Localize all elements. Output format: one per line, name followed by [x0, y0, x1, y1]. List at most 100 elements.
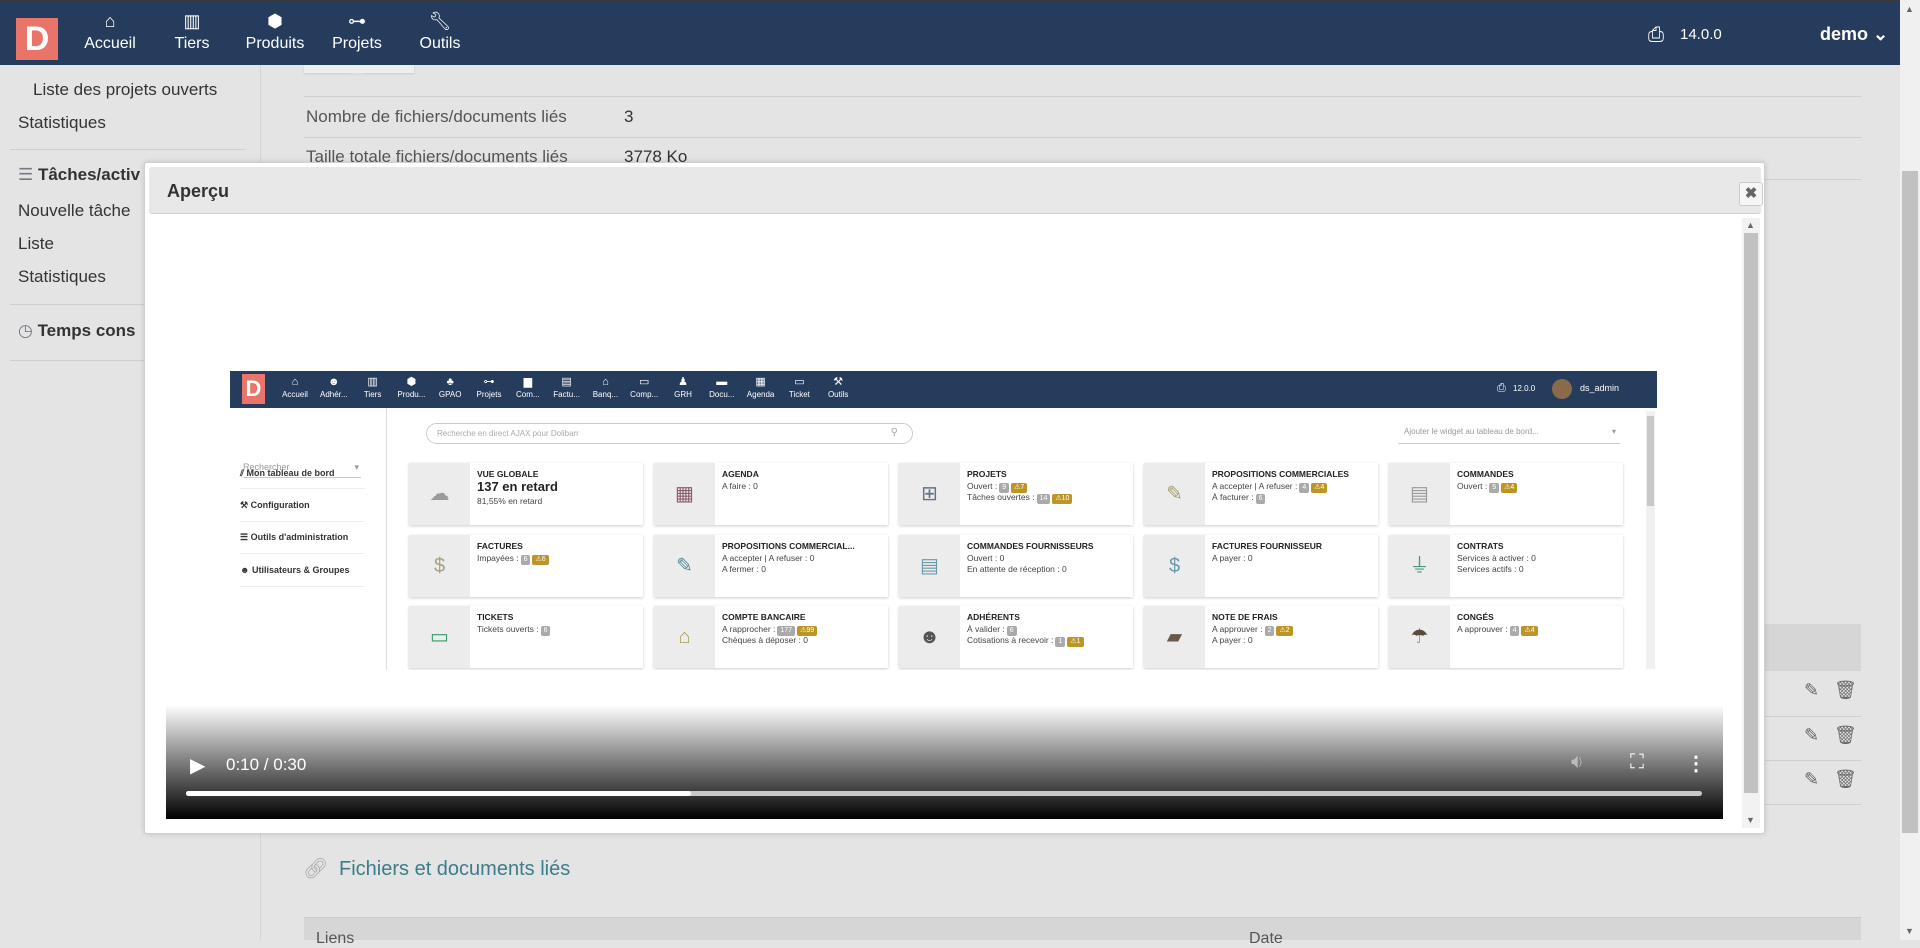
warning-badge: ⚠10 [1052, 494, 1073, 504]
trash-icon[interactable]: 🗑︎ [1834, 725, 1857, 745]
play-icon[interactable]: ▶ [190, 755, 206, 777]
dashboard-card: ▰ NOTE DE FRAIS A approuver :2 ⚠2 A payer : … [1144, 606, 1378, 668]
sidebar-item-open-projects[interactable]: Liste des projets ouverts [33, 80, 218, 99]
more-options-icon[interactable]: ⋮ [1686, 753, 1706, 775]
scroll-up-arrow[interactable]: ▲ [1905, 4, 1914, 14]
scroll-up-arrow[interactable]: ▲ [1746, 220, 1755, 230]
frame-nav-label: GPAO [438, 390, 462, 399]
frame-nav-icon: ▬ [716, 376, 728, 388]
count-badge: 9 [999, 483, 1010, 493]
card-icon: $ [409, 534, 470, 597]
placeholder: Ajouter le widget au tableau de bord... [1404, 427, 1539, 436]
linked-files-title: Fichiers et documents liés [339, 858, 571, 880]
sidebar-heading-tasks[interactable]: ☰ Tâches/activ [18, 165, 140, 185]
card-title: COMMANDES [1457, 469, 1514, 479]
video-player[interactable]: D ⌂ Accueil ☻ Adhér... ▥ Tiers ⬢ Produ... ♣ GPAO ⊶… [166, 225, 1723, 819]
sidebar-heading-time[interactable]: ◷ Temps cons [18, 321, 136, 341]
dialog-scrollbar-thumb[interactable] [1744, 233, 1758, 793]
frame-user: ds_admin [1580, 383, 1620, 393]
divider [1765, 804, 1861, 805]
frame-menu-admin-tools: ☰ Outils d'administration [240, 532, 348, 543]
field-value-total-size: 3778 Ko [624, 147, 688, 166]
fullscreen-icon[interactable]: ⛶ [1630, 751, 1644, 773]
nav-tiers[interactable]: ▥ Tiers [152, 8, 232, 54]
sidebar-item-statistics[interactable]: Statistiques [18, 113, 106, 132]
dolibarr-logo[interactable]: D [16, 18, 58, 60]
frame-nav-icon: ▭ [794, 376, 805, 388]
nav-projets[interactable]: ⊶ Projets [317, 8, 397, 74]
pencil-icon[interactable]: ✎ [1804, 725, 1820, 745]
warning-badge: ⚠4 [1501, 483, 1518, 493]
card-line: En attente de réception : 0 [967, 564, 1067, 574]
dashboard-card: ✎ PROPOSITIONS COMMERCIAL... A accepter | … [654, 534, 888, 597]
wrench-icon: ⚒ [240, 500, 251, 510]
video-progress-bar[interactable] [186, 791, 1702, 796]
card-line: A approuver :4 ⚠4 [1457, 624, 1538, 636]
frame-nav-label: Outils [827, 390, 849, 399]
frame-nav-icon: ▦ [755, 376, 766, 388]
linked-files-table-header: Liens Date [304, 917, 1861, 947]
frame-nav-item: ▬ Docu... [703, 374, 741, 399]
warning-badge: ⚠4 [1521, 626, 1538, 636]
pencil-icon[interactable]: ✎ [1804, 680, 1820, 700]
sidebar-item-task-statistics[interactable]: Statistiques [18, 267, 106, 286]
user-menu[interactable]: demo ⌄ [1820, 24, 1888, 45]
card-icon: ▰ [1144, 606, 1205, 668]
frame-nav-item: ▥ Tiers [354, 374, 392, 399]
frame-nav-icon: ♟ [678, 376, 688, 388]
divider [240, 488, 365, 489]
printer-icon[interactable]: ⎙ [1648, 24, 1664, 46]
divider [240, 521, 365, 522]
card-line-text: A approuver : [1212, 624, 1263, 634]
page-scrollbar-thumb[interactable] [1902, 171, 1918, 833]
card-title: CONTRATS [1457, 540, 1504, 551]
card-line-text: A accepter | A refuser : [1212, 481, 1298, 491]
card-icon: ☂ [1389, 606, 1450, 668]
card-icon: ⊞ [899, 463, 960, 525]
volume-icon[interactable]: 🔉︎ [1571, 751, 1584, 773]
divider [1765, 760, 1861, 761]
card-line: Tâches ouvertes :14 ⚠10 [967, 492, 1073, 504]
card-title: FACTURES [477, 540, 523, 551]
dashboard-card: ⌂ COMPTE BANCAIRE A rapprocher :177 ⚠99 Chèq… [654, 606, 888, 668]
nav-produits[interactable]: ⬢ Produits [235, 8, 315, 54]
frame-nav-item: ⌂ Accueil [276, 374, 314, 399]
frame-nav-item: ♟ GRH [664, 374, 702, 399]
column-header-date[interactable]: Date [1249, 930, 1283, 947]
card-line: Impayées :6 ⚠6 [477, 553, 549, 565]
frame-nav-label: Factu... [553, 390, 580, 399]
building-icon: ▥ [183, 11, 201, 31]
card-icon: ✎ [654, 534, 715, 597]
scroll-down-arrow[interactable]: ▼ [1905, 926, 1914, 936]
frame-nav-item: ⬢ Produ... [392, 374, 430, 399]
close-icon[interactable]: ✖ [1739, 182, 1763, 206]
dialog-title: Aperçu [167, 181, 230, 201]
trash-icon[interactable]: 🗑︎ [1834, 769, 1857, 789]
card-line-text: Impayées : [477, 552, 519, 563]
frame-nav-icon: ▤ [561, 376, 572, 388]
sidebar-item-list[interactable]: Liste [18, 234, 54, 253]
frame-nav-icon: ⊶ [483, 376, 495, 388]
count-badge: 5 [1489, 483, 1500, 493]
card-title: COMPTE BANCAIRE [722, 612, 806, 622]
menu-label: Mon tableau de bord [246, 468, 335, 478]
scroll-down-arrow[interactable]: ▼ [1746, 815, 1755, 825]
card-line: À valider :6 [967, 624, 1017, 636]
card-line: A approuver :2 ⚠2 [1212, 624, 1293, 636]
nav-outils[interactable]: 🔧︎ Outils [400, 8, 480, 54]
pencil-icon[interactable]: ✎ [1804, 769, 1820, 789]
column-header-links[interactable]: Liens [316, 930, 355, 947]
sidebar-item-new-task[interactable]: Nouvelle tâche [18, 201, 131, 220]
trash-icon[interactable]: 🗑︎ [1834, 680, 1857, 700]
frame-ajax-search: Recherche en direct AJAX pour Dolibarr ⚲ [426, 423, 913, 444]
nav-accueil[interactable]: ⌂ Accueil [70, 8, 150, 54]
divider [10, 360, 245, 361]
frame-nav-icon: ♣ [446, 376, 454, 388]
dashboard-card: ☻ ADHÉRENTS À valider :6 Cotisations à rece… [899, 606, 1133, 668]
card-line-text: Tickets ouverts : [477, 624, 539, 634]
divider [304, 96, 1861, 97]
menu-label: Outils d'administration [250, 532, 349, 542]
link-icon: 🔗︎ [303, 858, 329, 880]
card-line: Tickets ouverts :6 [477, 624, 551, 636]
dialog-header[interactable]: Aperçu ✖ [149, 167, 1763, 214]
